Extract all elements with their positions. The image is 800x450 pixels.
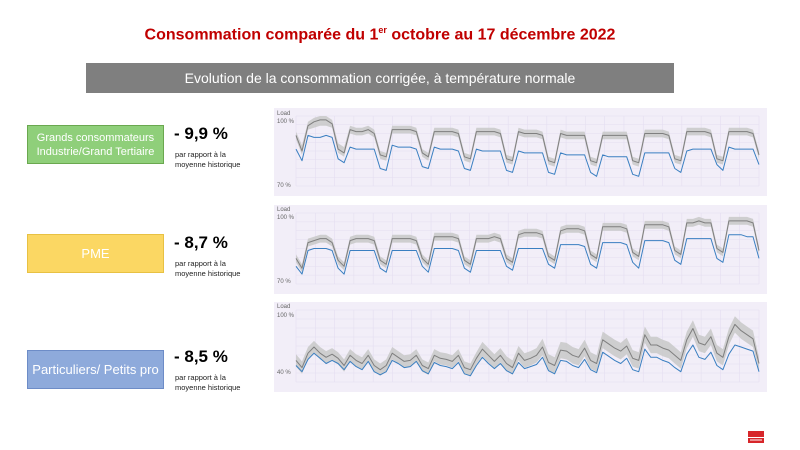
segment-note-line: moyenne historique — [175, 160, 241, 169]
segment-note: par rapport à la moyenne historique — [175, 150, 265, 170]
subtitle-banner: Evolution de la consommation corrigée, à… — [86, 63, 674, 93]
ylabel: Load — [277, 207, 291, 213]
segment-label-line: PME — [81, 245, 110, 261]
chart-particuliers: Load 100 % 40 % — [274, 302, 767, 392]
page-title: Consommation comparée du 1er octobre au … — [0, 25, 760, 44]
segment-label-line: Grands consommateurs — [36, 131, 155, 144]
segment-percentage: - 8,7 % — [174, 233, 228, 252]
actual-line — [295, 344, 760, 377]
segment-label-line: Particuliers/ Petits pro — [32, 361, 159, 377]
chart-grands-consommateurs: Load 100 % 70 % — [274, 108, 767, 196]
ylabel: Load — [277, 304, 291, 310]
historic-line — [295, 220, 760, 269]
historic-band — [296, 316, 759, 376]
ytick-label: 100 % — [277, 313, 295, 319]
chart-plot — [295, 212, 760, 285]
segment-percentage: - 8,5 % — [174, 347, 228, 366]
ytick-label: 70 % — [277, 183, 291, 189]
segment-note-line: par rapport à la — [175, 373, 226, 382]
actual-line — [295, 134, 760, 177]
chart-plot — [295, 309, 760, 383]
ylabel: Load — [277, 111, 291, 117]
ytick-label: 100 % — [277, 215, 295, 221]
historic-band — [296, 116, 759, 167]
segment-percentage: - 9,9 % — [174, 124, 228, 143]
chart-pme: Load 100 % 70 % — [274, 205, 767, 294]
segment-note-line: moyenne historique — [175, 269, 241, 278]
segment-label-line: Industrie/Grand Tertiaire — [36, 145, 155, 158]
actual-line — [295, 234, 760, 275]
ytick-label: 70 % — [277, 279, 291, 285]
segment-note-line: par rapport à la — [175, 259, 226, 268]
segment-pme: PME — [27, 234, 164, 273]
brand-logo — [748, 431, 764, 443]
title-text-start: Consommation comparée du 1 — [144, 26, 379, 44]
historic-line — [295, 119, 760, 164]
segment-particuliers: Particuliers/ Petits pro — [27, 350, 164, 389]
subtitle-text: Evolution de la consommation corrigée, à… — [184, 70, 576, 86]
segment-note: par rapport à la moyenne historique — [175, 259, 265, 279]
historic-line — [295, 323, 760, 371]
chart-plot — [295, 115, 760, 187]
segment-note: par rapport à la moyenne historique — [175, 373, 265, 393]
title-superscript: er — [378, 25, 387, 35]
title-text-end: octobre au 17 décembre 2022 — [386, 26, 616, 44]
ytick-label: 100 % — [277, 119, 295, 125]
segment-note-line: par rapport à la — [175, 150, 226, 159]
ytick-label: 40 % — [277, 370, 291, 376]
segment-note-line: moyenne historique — [175, 383, 241, 392]
segment-grands-consommateurs: Grands consommateurs Industrie/Grand Ter… — [27, 125, 164, 164]
